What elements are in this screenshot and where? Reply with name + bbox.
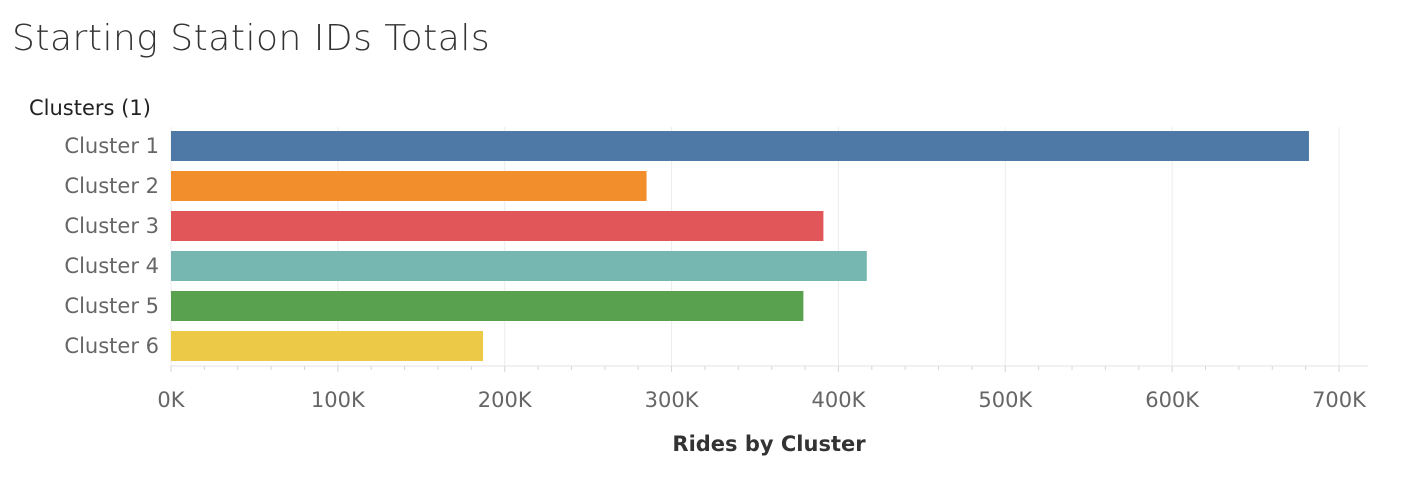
x-tick-label: 400K [811,388,866,412]
gridlines [170,127,1340,366]
x-tick-label: 300K [645,388,700,412]
category-labels: Cluster 1 Cluster 2 Cluster 3 Cluster 4 Clus… [64,134,159,358]
category-label: Cluster 1 [64,134,159,158]
category-label: Cluster 3 [64,214,159,238]
category-label: Cluster 4 [64,254,159,278]
chart-title: Starting Station IDs Totals [12,18,491,59]
x-tick-label: 500K [978,388,1033,412]
x-axis: 0K 100K 200K 300K 400K 500K 600K 700K [157,365,1368,412]
category-label: Cluster 5 [64,294,159,318]
bar[interactable] [171,131,1309,161]
x-tick-label: 200K [478,388,533,412]
x-tick-label: 100K [311,388,366,412]
bars [171,131,1309,361]
row-header: Clusters (1) [29,96,151,120]
x-axis-title-wrap: Rides by Cluster [0,432,1404,456]
x-tick-label: 0K [157,388,185,412]
bar[interactable] [171,171,647,201]
bar[interactable] [171,211,824,241]
x-axis-title: Rides by Cluster [672,432,866,456]
category-label: Cluster 6 [64,334,159,358]
bar[interactable] [171,291,804,321]
category-label: Cluster 2 [64,174,159,198]
bar[interactable] [171,331,484,361]
x-tick-label: 700K [1312,388,1367,412]
x-tick-label: 600K [1145,388,1200,412]
bar[interactable] [171,251,867,281]
